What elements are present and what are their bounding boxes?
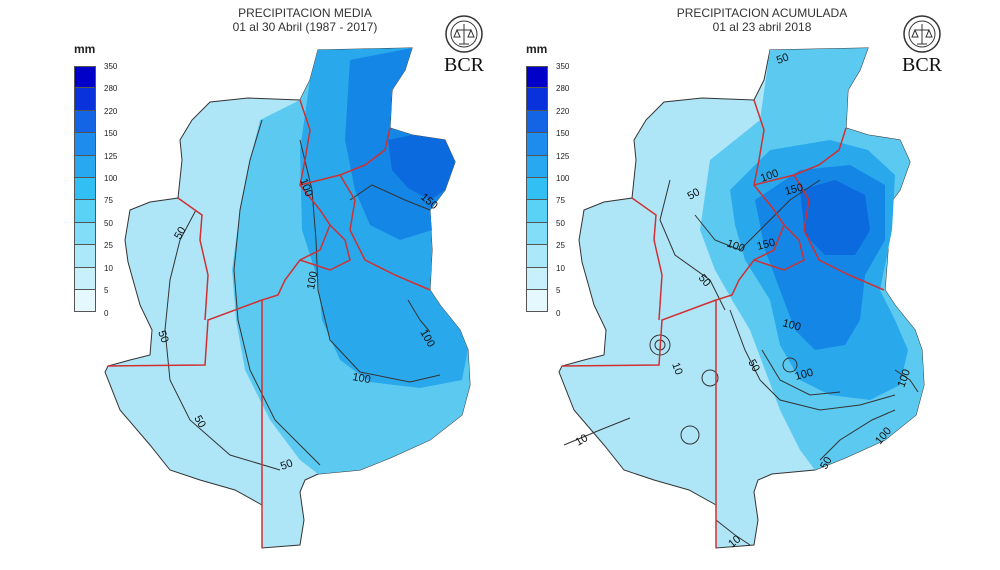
legend-tick: 50: [104, 219, 113, 228]
bcr-logo-text: BCR: [443, 54, 485, 76]
contour-lines: [164, 119, 441, 471]
panel-precipitacion-media: PRECIPITACION MEDIA 01 al 30 Abril (1987…: [74, 6, 494, 549]
legend-swatch: [74, 66, 96, 89]
legend-swatch: [526, 177, 548, 201]
bcr-seal-icon: [445, 15, 483, 53]
color-legend: [526, 66, 548, 313]
contour-label: 50: [155, 329, 170, 345]
legend-tick: 100: [556, 174, 570, 183]
province-boundaries: [107, 99, 431, 548]
contour-label: 100: [725, 238, 746, 256]
legend-tick: 10: [556, 264, 565, 273]
legend-tick: 100: [104, 174, 118, 183]
bcr-logo: BCR: [892, 14, 952, 84]
map-precipitacion-acumulada: 50 50 50 50 100 100 100 100 100 150 150 …: [558, 47, 925, 550]
title-line-2: 01 al 23 abril 2018: [712, 20, 812, 34]
contour-label: 100: [297, 177, 315, 198]
legend-swatch: [74, 222, 96, 246]
legend-tick: 350: [104, 62, 118, 71]
contour-label: 100: [351, 371, 371, 386]
contour-label: 50: [191, 414, 208, 431]
legend-swatch: [74, 177, 96, 201]
legend-swatch: [74, 110, 96, 134]
contour-label: 100: [896, 368, 914, 389]
legend-tick: 350: [556, 62, 570, 71]
legend-swatch: [74, 88, 96, 111]
legend-swatch: [74, 155, 96, 178]
panel-precipitacion-acumulada: PRECIPITACION ACUMULADA 01 al 23 abril 2…: [500, 0, 1000, 570]
legend-tick: 5: [104, 286, 109, 295]
bcr-seal-icon: [903, 15, 941, 53]
contour-label: 50: [172, 225, 189, 242]
contour-label: 50: [745, 358, 762, 375]
contour-label: 150: [756, 237, 777, 253]
legend-swatch: [526, 245, 548, 268]
legend-unit: mm: [74, 42, 96, 56]
legend-swatch: [526, 155, 548, 178]
legend-swatch: [526, 66, 548, 89]
title-line-2: 01 al 30 Abril (1987 - 2017): [232, 20, 378, 34]
contour-label: 50: [686, 186, 703, 203]
legend-tick: 0: [104, 309, 109, 318]
legend-swatch: [526, 267, 548, 290]
contour-label: 50: [818, 455, 835, 472]
legend-tick: 150: [104, 129, 118, 138]
color-legend: [74, 66, 96, 313]
contour-label: 10: [574, 432, 591, 449]
legend-tick: 75: [104, 196, 113, 205]
legend-tick: 25: [104, 241, 113, 250]
legend-tick: 50: [556, 219, 565, 228]
legend-unit: mm: [526, 42, 548, 56]
legend-tick: 0: [556, 309, 561, 318]
legend-swatch: [526, 222, 548, 246]
legend-tick: 280: [104, 84, 118, 93]
legend-tick: 150: [556, 129, 570, 138]
map-title: PRECIPITACION ACUMULADA 01 al 23 abril 2…: [632, 6, 892, 34]
legend-tick: 10: [104, 264, 113, 273]
zone-darker: [388, 135, 455, 200]
legend-swatch: [526, 133, 548, 156]
legend-swatch: [74, 200, 96, 223]
legend-tick: 220: [556, 107, 570, 116]
legend-swatch: [526, 200, 548, 223]
legend-tick: 220: [104, 107, 118, 116]
legend-tick: 125: [104, 152, 118, 161]
contour-label: 50: [279, 457, 295, 472]
legend-swatch: [74, 133, 96, 156]
legend-tick: 75: [556, 196, 565, 205]
map-title: PRECIPITACION MEDIA 01 al 30 Abril (1987…: [185, 6, 425, 34]
legend-tick: 25: [556, 241, 565, 250]
zone-darker: [800, 180, 870, 255]
contour-label: 100: [794, 367, 815, 383]
contour-label: 100: [305, 270, 320, 290]
contour-label: 100: [759, 167, 780, 185]
legend-swatch: [74, 245, 96, 268]
map-precipitacion-media: 50 50 50 50 100 100 100 100 150: [104, 47, 471, 549]
legend-tick: 5: [556, 286, 561, 295]
title-line-1: PRECIPITACION MEDIA: [238, 6, 372, 20]
title-line-1: PRECIPITACION ACUMULADA: [676, 6, 848, 20]
legend-swatch: [74, 289, 96, 313]
legend-tick: 125: [556, 152, 570, 161]
province-boundaries: [561, 99, 885, 548]
contour-label: 100: [781, 317, 802, 333]
legend-swatch: [74, 267, 96, 290]
legend-tick: 280: [556, 84, 570, 93]
legend-swatch: [526, 289, 548, 313]
bcr-logo-text: BCR: [901, 54, 943, 76]
contour-label: 50: [775, 51, 791, 66]
bcr-logo: BCR: [434, 14, 494, 84]
contour-label: 150: [784, 182, 805, 198]
contour-label: 10: [669, 361, 684, 377]
legend-swatch: [526, 88, 548, 111]
legend-swatch: [526, 110, 548, 134]
